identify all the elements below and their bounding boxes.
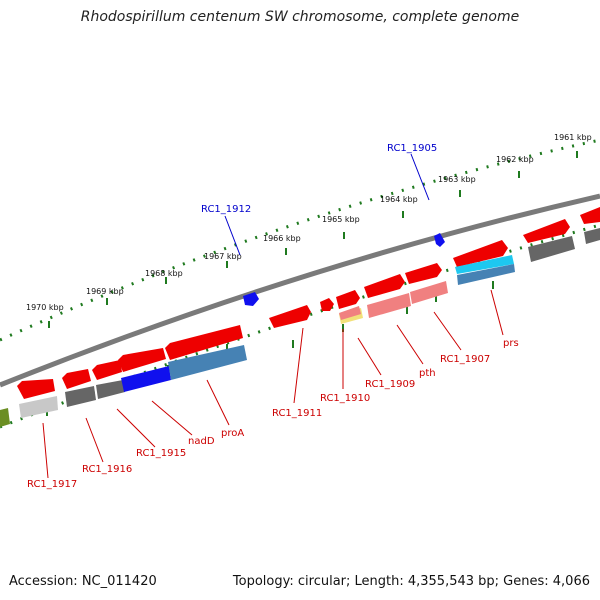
- gene-reverse-3: [92, 360, 122, 380]
- gene-gray-1: [65, 386, 96, 407]
- chromosome-backbone: [0, 193, 600, 388]
- label-rc1-1905: RC1_1905: [387, 143, 437, 154]
- label-pth: pth: [419, 368, 436, 379]
- gene-forward-8: [580, 207, 600, 224]
- gene-reverse-1: [17, 379, 55, 399]
- gene-reverse-2: [62, 369, 91, 389]
- label-rc1-1912: RC1_1912: [201, 204, 251, 215]
- gene-gray-2: [96, 380, 125, 399]
- scale-label-1964: 1964 kbp: [380, 195, 418, 204]
- gene-cyan-prs: [455, 255, 514, 274]
- label-rc1-1916: RC1_1916: [82, 464, 132, 475]
- gene-olive: [0, 408, 10, 427]
- genome-summary-text: Topology: circular; Length: 4,355,543 bp…: [232, 574, 590, 589]
- gene-reverse-5: [165, 325, 243, 360]
- gene-reverse-4: [118, 348, 166, 372]
- inner-ruler-ticks: [46, 281, 494, 416]
- gene-forward-4: [364, 274, 405, 298]
- gene-steelblue-proa: [168, 345, 247, 380]
- outer-gene-labels: RC1_1912 RC1_1905: [201, 143, 437, 215]
- label-rc1-1915: RC1_1915: [136, 448, 186, 459]
- label-rc1-1909: RC1_1909: [365, 379, 415, 390]
- gene-pink-rc1-1909: [367, 293, 411, 318]
- reverse-strand-genes: [0, 228, 600, 427]
- gene-lightgray: [19, 396, 58, 418]
- scale-label-1967: 1967 kbp: [204, 252, 242, 261]
- gene-steelblue-prs: [457, 264, 515, 285]
- map-title: Rhodospirillum centenum SW chromosome, c…: [80, 9, 520, 25]
- label-nadd: nadD: [188, 436, 215, 447]
- gene-forward-6: [453, 240, 508, 267]
- label-rc1-1911: RC1_1911: [272, 408, 322, 419]
- gene-gray-4: [584, 228, 600, 244]
- scale-labels: 1970 kbp 1969 kbp 1968 kbp 1967 kbp 1966…: [26, 133, 592, 312]
- scale-label-1969: 1969 kbp: [86, 287, 124, 296]
- gene-blue-nadd: [121, 366, 171, 392]
- gene-pink-pth: [410, 281, 448, 304]
- label-prs: prs: [503, 338, 519, 349]
- gene-pointer-rc1-1905: [434, 233, 445, 247]
- scale-label-1968: 1968 kbp: [145, 269, 183, 278]
- scale-label-1966: 1966 kbp: [263, 234, 301, 243]
- label-rc1-1917: RC1_1917: [27, 479, 77, 490]
- label-rc1-1907: RC1_1907: [440, 354, 490, 365]
- inner-gene-labels: RC1_1917 RC1_1916 RC1_1915 nadD proA RC1…: [27, 338, 519, 490]
- gene-pointer-rc1-1912: [243, 292, 259, 306]
- gene-forward-1: [269, 305, 311, 328]
- gene-forward-5: [405, 263, 442, 284]
- scale-label-1965: 1965 kbp: [322, 215, 360, 224]
- label-rc1-1910: RC1_1910: [320, 393, 370, 404]
- scale-label-1962: 1962 kbp: [496, 155, 534, 164]
- inner-leader-lines: [42, 289, 504, 479]
- scale-label-1961: 1961 kbp: [554, 133, 592, 142]
- gene-forward-3: [336, 290, 360, 309]
- scale-label-1963: 1963 kbp: [438, 175, 476, 184]
- label-proa: proA: [221, 428, 244, 439]
- gene-gray-3: [528, 236, 575, 262]
- gene-pink-rc1-1910: [339, 306, 361, 320]
- gene-forward-2: [320, 298, 334, 311]
- forward-strand-genes: [243, 207, 600, 328]
- gene-forward-7: [523, 219, 570, 243]
- outer-ruler-ticks: [48, 151, 578, 328]
- scale-label-1970: 1970 kbp: [26, 303, 64, 312]
- accession-text: Accession: NC_011420: [9, 574, 157, 589]
- outer-leader-lines: [224, 153, 430, 256]
